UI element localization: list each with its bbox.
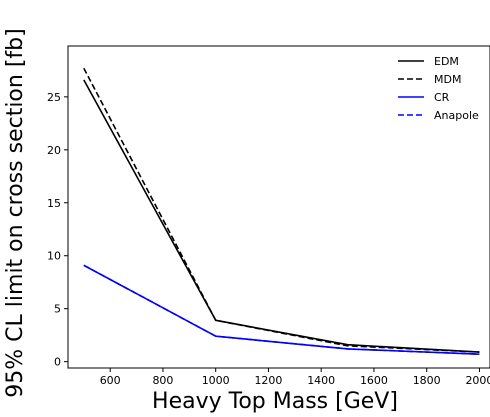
plot-frame <box>67 45 490 369</box>
legend-label-mdm: MDM <box>434 73 461 86</box>
y-tick-label: 15 <box>47 197 61 210</box>
legend: EDM MDM CR Anapole <box>398 55 479 122</box>
plot-area <box>67 45 490 369</box>
x-tick-label: 800 <box>152 374 173 387</box>
series-layer <box>83 67 480 355</box>
legend-label-anapole: Anapole <box>434 109 479 122</box>
y-axis-label: 95% CL limit on cross section [fb] <box>3 28 28 397</box>
x-tick-label: 1800 <box>413 374 441 387</box>
series-line-anapole <box>83 264 480 355</box>
x-tick-label: 1200 <box>254 374 282 387</box>
series-line-mdm <box>83 67 480 353</box>
x-tick-label: 2000 <box>465 374 490 387</box>
x-tick-label: 1600 <box>360 374 388 387</box>
y-tick-label: 5 <box>54 303 61 316</box>
x-tick-label: 1400 <box>307 374 335 387</box>
y-tick-label: 0 <box>54 356 61 369</box>
axes-layer: 600 800 1000 1200 1400 1600 1800 2000 0 5 10 15 20 25 <box>47 91 490 387</box>
y-tick-label: 20 <box>47 144 61 157</box>
y-tick-label: 25 <box>47 91 61 104</box>
x-tick-label: 600 <box>100 374 121 387</box>
legend-label-cr: CR <box>434 91 450 104</box>
x-tick-label: 1000 <box>202 374 230 387</box>
x-axis-label: Heavy Top Mass [GeV] <box>152 389 398 413</box>
legend-label-edm: EDM <box>434 55 459 68</box>
y-tick-label: 10 <box>47 250 61 263</box>
